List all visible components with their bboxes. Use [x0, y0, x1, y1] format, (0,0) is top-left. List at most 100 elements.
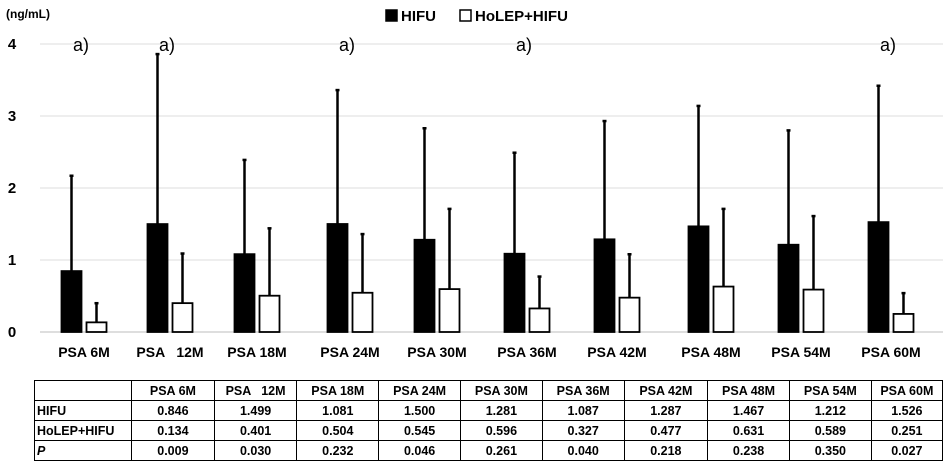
bar-hifu-3 [326, 223, 349, 333]
significance-annotation-5: a) [516, 35, 532, 55]
bar-holep-hifu-9 [892, 313, 915, 333]
y-axis-ticks: 0 1 2 3 4 [8, 36, 17, 341]
table-cell: 0.232 [296, 440, 380, 461]
table-corner-cell [33, 380, 133, 401]
y-tick-label-1: 1 [8, 252, 16, 269]
x-category-label-0: PSA 6M [58, 344, 110, 360]
legend-swatch-hifu [385, 9, 398, 22]
y-tick-label-2: 2 [8, 180, 16, 197]
y-tick-label-3: 3 [8, 108, 16, 125]
table-cell: 0.027 [870, 440, 943, 461]
table-cell: 1.087 [541, 400, 625, 421]
table-row: HoLEP+HIFU 0.134 0.401 0.504 0.545 0.596 0.327… [33, 420, 943, 441]
table-header-cell: PSA 24M [378, 380, 461, 401]
table-row-label: HIFU [33, 400, 133, 421]
bar-holep-hifu-6 [618, 296, 641, 333]
table-row-label: P [33, 440, 133, 461]
significance-annotation-1: a) [159, 35, 175, 55]
table-cell: 1.212 [788, 400, 872, 421]
table-cell: 0.401 [213, 420, 298, 441]
bar-holep-hifu-2 [258, 294, 281, 333]
significance-annotations: a) a) a) a) a) [73, 35, 896, 55]
table-header-cell: PSA 18M [296, 380, 380, 401]
bar-hifu-4 [413, 238, 436, 333]
table-cell: 0.040 [541, 440, 625, 461]
table-header-cell: PSA 48M [707, 380, 790, 401]
x-axis-labels: PSA 6M PSA 12M PSA 18M PSA 24M PSA 30M PSA 36… [58, 344, 921, 360]
legend-label-holep-hifu: HoLEP+HIFU [475, 8, 568, 25]
table-cell: 0.046 [378, 440, 461, 461]
bar-holep-hifu-1 [171, 302, 194, 333]
table-cell: 1.467 [707, 400, 790, 421]
table-cell: 0.261 [459, 440, 543, 461]
x-category-label-7: PSA 48M [681, 344, 740, 360]
significance-annotation-3: a) [339, 35, 355, 55]
x-category-label-4: PSA 30M [407, 344, 466, 360]
table-row: P 0.009 0.030 0.232 0.046 0.261 0.040 0.218 0.23… [33, 440, 943, 461]
table-cell: 0.596 [459, 420, 543, 441]
legend: HIFU HoLEP+HIFU [385, 8, 568, 25]
bars [60, 221, 915, 333]
bar-hifu-8 [777, 243, 800, 333]
table-cell: 1.287 [623, 400, 709, 421]
table-cell: 0.238 [707, 440, 790, 461]
x-category-label-2: PSA 18M [227, 344, 286, 360]
table-cell: 1.526 [870, 400, 943, 421]
table-header-cell: PSA 54M [788, 380, 872, 401]
table-header-cell: PSA 36M [541, 380, 625, 401]
table-header-cell: PSA 12M [213, 380, 298, 401]
x-category-label-9: PSA 60M [861, 344, 920, 360]
table-cell: 0.350 [788, 440, 872, 461]
bar-holep-hifu-8 [802, 288, 825, 333]
bar-hifu-5 [503, 252, 526, 333]
table-cell: 0.589 [788, 420, 872, 441]
x-category-label-6: PSA 42M [587, 344, 646, 360]
table-cell: 0.477 [623, 420, 709, 441]
x-category-label-3: PSA 24M [320, 344, 379, 360]
bar-hifu-7 [687, 225, 710, 333]
x-category-label-8: PSA 54M [771, 344, 830, 360]
bar-holep-hifu-0 [85, 321, 108, 333]
bar-hifu-9 [867, 221, 890, 333]
table-header-cell: PSA 6M [131, 380, 215, 401]
y-tick-label-0: 0 [8, 324, 16, 341]
table-cell: 1.281 [459, 400, 543, 421]
table-cell: 0.327 [541, 420, 625, 441]
bar-holep-hifu-3 [351, 291, 374, 333]
table-cell: 1.499 [213, 400, 298, 421]
table-cell: 0.631 [707, 420, 790, 441]
bar-hifu-0 [60, 270, 83, 333]
table-cell: 0.545 [378, 420, 461, 441]
legend-swatch-holep-hifu [459, 9, 472, 22]
bar-hifu-6 [593, 238, 616, 333]
table-header-row: PSA 6M PSA 12M PSA 18M PSA 24M PSA 30M PSA 36… [33, 380, 943, 401]
table-cell: 0.846 [131, 400, 215, 421]
table-header-cell: PSA 60M [870, 380, 943, 401]
table-cell: 1.081 [296, 400, 380, 421]
table-cell: 0.030 [213, 440, 298, 461]
table-cell: 0.504 [296, 420, 380, 441]
table-body: HIFU 0.846 1.499 1.081 1.500 1.281 1.087 1.287 1… [33, 400, 943, 461]
psa-data-table: PSA 6M PSA 12M PSA 18M PSA 24M PSA 30M PSA 36… [33, 380, 943, 461]
y-tick-label-4: 4 [8, 36, 17, 53]
table-row: HIFU 0.846 1.499 1.081 1.500 1.281 1.087 1.287 1… [33, 400, 943, 421]
bar-holep-hifu-5 [528, 307, 551, 333]
bar-hifu-2 [233, 253, 256, 333]
legend-label-hifu: HIFU [401, 8, 436, 25]
table-row-label: HoLEP+HIFU [33, 420, 133, 441]
table-cell: 0.251 [870, 420, 943, 441]
error-bars [69, 52, 906, 323]
x-category-label-1: PSA 12M [136, 344, 203, 360]
table-cell: 0.134 [131, 420, 215, 441]
bar-hifu-1 [146, 223, 169, 333]
table-cell: 0.218 [623, 440, 709, 461]
significance-annotation-0: a) [73, 35, 89, 55]
table-cell: 1.500 [378, 400, 461, 421]
y-unit-label: (ng/mL) [6, 7, 50, 21]
table-header-cell: PSA 42M [623, 380, 709, 401]
bar-holep-hifu-4 [438, 288, 461, 333]
table-header-cell: PSA 30M [459, 380, 543, 401]
x-category-label-5: PSA 36M [497, 344, 556, 360]
table-cell: 0.009 [131, 440, 215, 461]
